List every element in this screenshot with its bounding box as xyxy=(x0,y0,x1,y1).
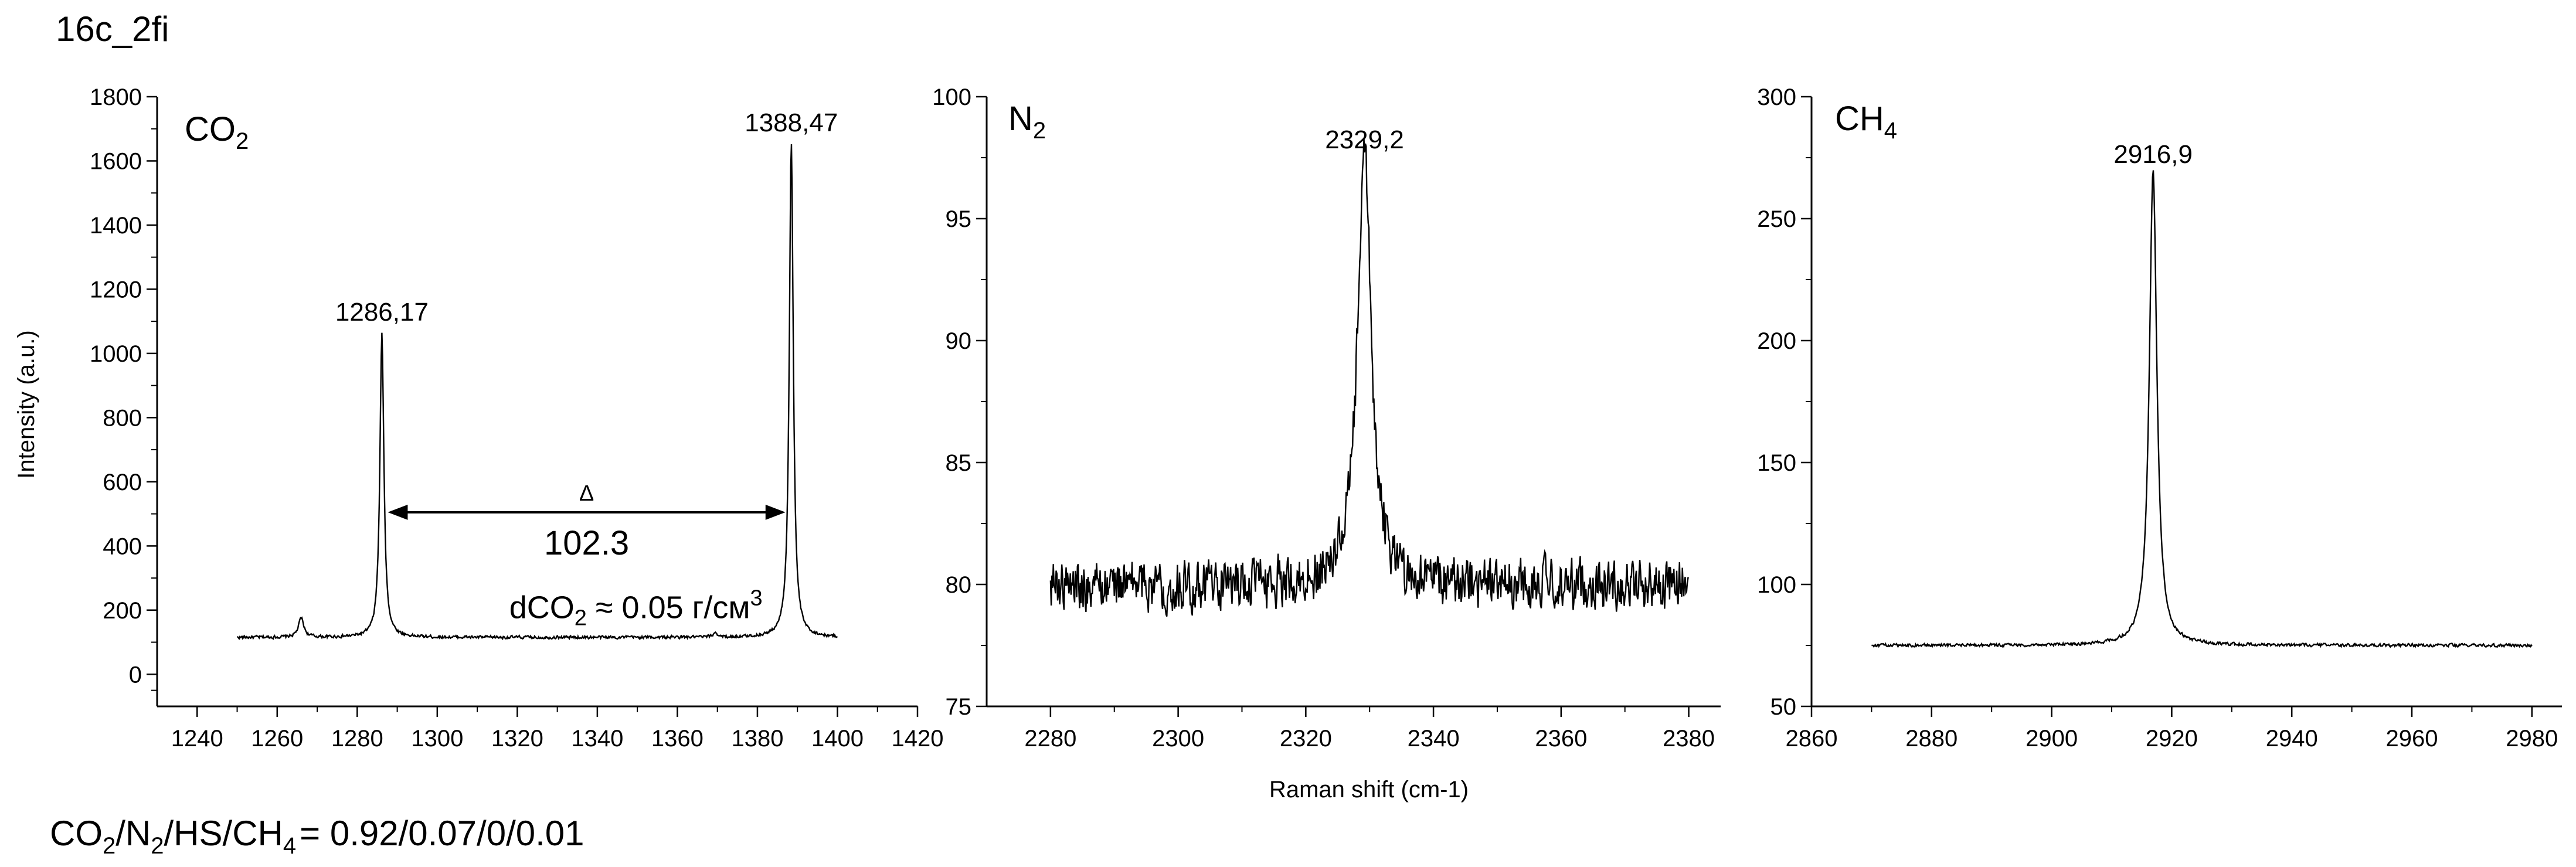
x-tick-label: 1340 xyxy=(571,726,623,752)
co2-density-text: dCO2 ≈ 0.05 г/см3 xyxy=(509,586,763,630)
sample-title: 16c_2fi xyxy=(56,9,169,49)
ratio-sub: 4 xyxy=(283,833,296,859)
x-tick-label: 2880 xyxy=(1905,726,1958,752)
delta-value: 102.3 xyxy=(544,524,629,562)
y-tick-label: 150 xyxy=(1757,450,1796,476)
ratio-n-text: /N xyxy=(115,814,151,853)
panel-3: 2860 2880 2900 2920 2940 2960 2980 50 100 150 200 2… xyxy=(1757,84,2562,752)
delta-arrow-right-head xyxy=(765,504,786,520)
x-tick-label: 2940 xyxy=(2266,726,2318,752)
ratio-sub: 2 xyxy=(103,833,115,859)
y-tick-label: 800 xyxy=(103,405,142,431)
density-prefix: dCO xyxy=(509,590,575,625)
density-rest: ≈ 0.05 г/см xyxy=(587,590,750,625)
x-tick-label: 2980 xyxy=(2506,726,2558,752)
density-sub: 2 xyxy=(575,606,587,630)
x-tick-label: 1280 xyxy=(331,726,383,752)
peak-label: 2916,9 xyxy=(2113,140,2193,169)
density-sup: 3 xyxy=(750,586,762,610)
panel-title-sub: 4 xyxy=(1884,118,1897,144)
x-tick-label: 2340 xyxy=(1408,726,1460,752)
x-axis-title: Raman shift (cm-1) xyxy=(1269,777,1469,803)
x-tick-label: 1360 xyxy=(651,726,704,752)
x-tick-label: 2320 xyxy=(1280,726,1332,752)
y-tick-label: 0 xyxy=(129,662,142,688)
panel-title-main: CH xyxy=(1835,100,1884,138)
x-tick-label: 1300 xyxy=(411,726,463,752)
peak-label: 2329,2 xyxy=(1325,125,1404,154)
panel-title: CO2 xyxy=(185,110,249,154)
ratio-sub: 2 xyxy=(151,833,164,859)
x-tick-label: 2960 xyxy=(2386,726,2438,752)
ratio-co-text: CO xyxy=(50,814,103,853)
x-tick-label: 1260 xyxy=(251,726,303,752)
y-tick-label: 200 xyxy=(1757,328,1796,354)
spectrum-line xyxy=(1049,138,1690,617)
ratio-hs-ch-text: /HS/CH xyxy=(164,814,283,853)
y-tick-label: 100 xyxy=(932,84,971,110)
x-tick-label: 2360 xyxy=(1535,726,1587,752)
ratio-values: = 0.92/0.07/0/0.01 xyxy=(300,814,584,853)
delta-arrow-left-head xyxy=(388,504,408,520)
composition-ratio: CO2/N2/HS/CH4 = 0.92/0.07/0/0.01 xyxy=(50,814,584,859)
x-tick-label: 2380 xyxy=(1663,726,1715,752)
x-tick-label: 2900 xyxy=(2026,726,2078,752)
y-tick-label: 80 xyxy=(946,572,972,598)
panel-title-main: CO xyxy=(185,110,236,148)
y-tick-label: 1200 xyxy=(90,277,142,302)
y-tick-label: 75 xyxy=(946,694,972,720)
y-tick-label: 400 xyxy=(103,533,142,559)
spectrum-line xyxy=(1871,170,2533,649)
y-tick-label: 50 xyxy=(1770,694,1797,720)
x-tick-label: 1380 xyxy=(731,726,783,752)
y-tick-label: 250 xyxy=(1757,206,1796,232)
x-tick-label: 1420 xyxy=(892,726,944,752)
peak-label: 1286,17 xyxy=(335,298,429,327)
x-tick-label: 2280 xyxy=(1024,726,1076,752)
panel-1: 1240 1260 1280 1300 1320 1340 1360 1380 1400 1420… xyxy=(90,84,943,752)
spectrum-line xyxy=(236,144,838,641)
panel-title-sub: 2 xyxy=(1033,118,1046,144)
delta-symbol: ∆ xyxy=(580,481,594,506)
panel-title: CH4 xyxy=(1835,100,1897,144)
y-tick-label: 300 xyxy=(1757,84,1796,110)
y-tick-label: 85 xyxy=(946,450,972,476)
panel-title-sub: 2 xyxy=(236,128,249,154)
y-tick-label: 100 xyxy=(1757,572,1796,598)
y-tick-label: 600 xyxy=(103,470,142,495)
y-tick-label: 1800 xyxy=(90,84,142,110)
panel-title-main: N xyxy=(1008,100,1033,138)
x-tick-label: 2860 xyxy=(1786,726,1838,752)
peak-label: 1388,47 xyxy=(745,108,838,137)
x-tick-label: 2300 xyxy=(1152,726,1204,752)
x-tick-label: 1240 xyxy=(171,726,223,752)
y-tick-label: 1400 xyxy=(90,213,142,239)
x-tick-label: 1320 xyxy=(491,726,543,752)
y-axis-title: Intensity (a.u.) xyxy=(13,330,39,478)
panel-title: N2 xyxy=(1008,100,1046,144)
y-tick-label: 90 xyxy=(946,328,972,354)
x-tick-label: 2920 xyxy=(2146,726,2198,752)
spectra-panels: 1240 1260 1280 1300 1320 1340 1360 1380 1400 1420… xyxy=(90,84,2562,752)
panel-2: 2280 2300 2320 2340 2360 2380 75 80 85 90 95 100 232… xyxy=(932,84,1721,752)
y-tick-label: 1600 xyxy=(90,148,142,174)
y-tick-label: 95 xyxy=(946,206,972,232)
y-tick-label: 200 xyxy=(103,598,142,624)
x-tick-label: 1400 xyxy=(811,726,864,752)
y-tick-label: 1000 xyxy=(90,341,142,367)
